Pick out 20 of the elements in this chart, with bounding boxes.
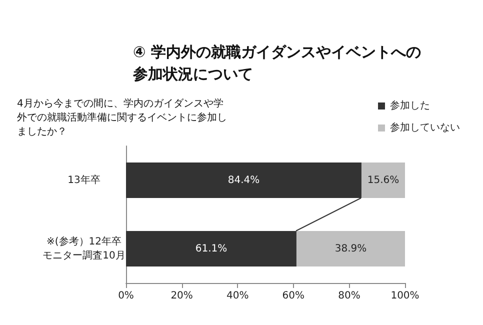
bar	[296, 230, 405, 267]
data-label: 38.9%	[334, 243, 367, 254]
bar	[126, 230, 296, 267]
bar	[126, 162, 362, 198]
data-label: 15.6%	[367, 174, 400, 186]
chart-title: ④ 学内外の就職ガイダンスやイベントへの参加状況について	[132, 43, 421, 83]
y-tick-label: 13年卒	[68, 174, 100, 186]
data-label: 84.4%	[228, 174, 260, 186]
bar	[361, 162, 405, 198]
x-tick-label: 80%	[338, 290, 360, 302]
x-tick-label: 20%	[170, 290, 193, 302]
legend-label: 参加した	[390, 100, 430, 112]
chart-subtitle: 4月から今までの間に、学内のガイダンスや学外での就職活動準備に関するイベントに参加しましたか？	[17, 98, 227, 138]
x-tick-label: 60%	[282, 290, 305, 302]
legend-label: 参加していない	[390, 122, 460, 134]
y-tick-label: ※(参考）12年卒モニター調査10月	[42, 235, 126, 262]
x-tick-label: 40%	[226, 290, 249, 302]
data-label: 61.1%	[195, 243, 228, 254]
x-tick-label: 100%	[390, 290, 420, 302]
x-tick-label: 0%	[118, 290, 134, 302]
